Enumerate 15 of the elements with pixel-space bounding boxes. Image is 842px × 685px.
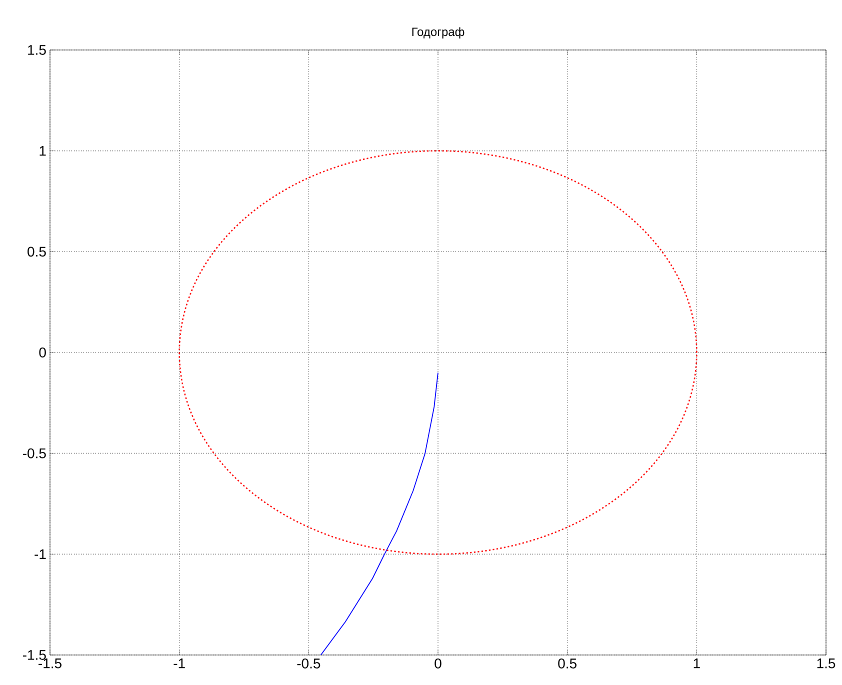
y-tick-label: -1 [34,549,46,559]
x-tick-label: 0.5 [558,658,576,668]
y-tick-label: 1.5 [28,45,46,55]
x-tick-label: 1 [694,658,700,668]
y-tick-label: -1.5 [22,650,46,660]
x-tick-label: 1.5 [817,658,836,668]
y-tick-label: 1 [40,146,46,156]
y-tick-label: 0.5 [28,246,46,257]
x-tick-label: -1 [174,658,185,668]
x-tick-label: -0.5 [297,658,320,668]
y-tick-label: 0 [39,348,46,358]
x-tick-label: 0 [434,658,442,668]
y-tick-label: -0.5 [22,448,46,458]
line-series [320,372,438,655]
chart-title: Годограф [412,27,464,38]
